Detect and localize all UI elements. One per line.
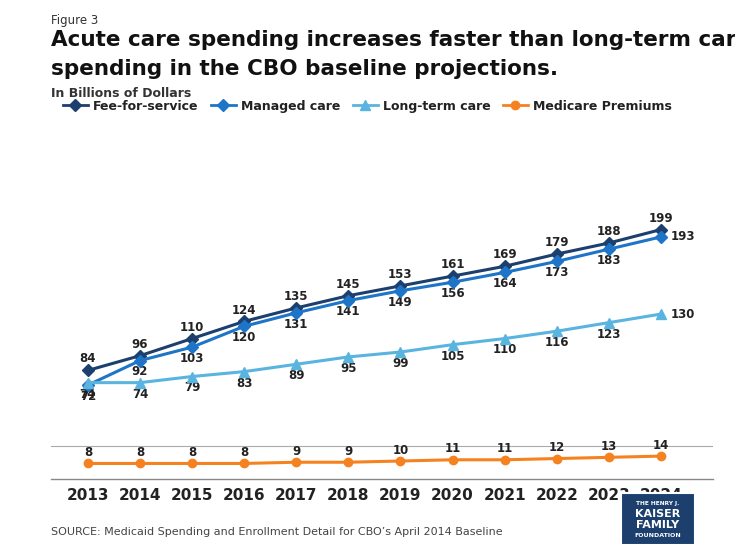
Text: 10: 10 — [392, 444, 409, 457]
Text: 193: 193 — [670, 230, 695, 244]
Text: 124: 124 — [232, 304, 257, 316]
Text: 74: 74 — [79, 387, 96, 401]
Text: 92: 92 — [132, 365, 148, 379]
Text: 161: 161 — [440, 258, 465, 271]
Text: 179: 179 — [545, 236, 569, 249]
Text: spending in the CBO baseline projections.: spending in the CBO baseline projections… — [51, 59, 559, 79]
Text: 84: 84 — [79, 353, 96, 365]
Text: 9: 9 — [292, 445, 301, 458]
Legend: Fee-for-service, Managed care, Long-term care, Medicare Premiums: Fee-for-service, Managed care, Long-term… — [58, 95, 677, 118]
Text: 83: 83 — [236, 376, 252, 390]
Text: 8: 8 — [84, 446, 92, 459]
Text: Acute care spending increases faster than long-term care: Acute care spending increases faster tha… — [51, 30, 735, 50]
Text: 8: 8 — [240, 446, 248, 459]
Text: 156: 156 — [440, 287, 465, 300]
Text: 14: 14 — [653, 439, 669, 452]
Text: 79: 79 — [184, 381, 200, 395]
Text: 13: 13 — [600, 440, 617, 453]
Text: 135: 135 — [284, 290, 309, 303]
Text: FAMILY: FAMILY — [637, 520, 679, 530]
Text: 164: 164 — [492, 277, 517, 290]
Text: 8: 8 — [188, 446, 196, 459]
Text: In Billions of Dollars: In Billions of Dollars — [51, 87, 192, 100]
Text: 96: 96 — [132, 338, 148, 351]
Text: 131: 131 — [284, 318, 309, 331]
Text: 99: 99 — [392, 357, 409, 370]
Text: 145: 145 — [336, 278, 361, 291]
Text: 199: 199 — [648, 212, 673, 225]
Text: 169: 169 — [492, 249, 517, 261]
Text: THE HENRY J.: THE HENRY J. — [636, 501, 680, 506]
Text: 141: 141 — [336, 305, 361, 318]
Text: 153: 153 — [388, 268, 412, 281]
Text: 149: 149 — [388, 296, 413, 309]
Text: KAISER: KAISER — [635, 509, 681, 519]
Text: 130: 130 — [670, 307, 695, 321]
Text: 95: 95 — [340, 362, 356, 375]
Text: 105: 105 — [440, 349, 465, 363]
Text: 9: 9 — [344, 445, 353, 458]
Text: 11: 11 — [445, 442, 461, 456]
Text: 110: 110 — [180, 321, 204, 334]
Text: 74: 74 — [132, 387, 148, 401]
Text: 110: 110 — [492, 343, 517, 356]
FancyBboxPatch shape — [621, 493, 695, 545]
Text: FOUNDATION: FOUNDATION — [634, 532, 681, 538]
Text: 123: 123 — [597, 327, 621, 341]
Text: 103: 103 — [180, 352, 204, 365]
Text: 120: 120 — [232, 331, 257, 344]
Text: 12: 12 — [548, 441, 564, 454]
Text: SOURCE: Medicaid Spending and Enrollment Detail for CBO’s April 2014 Baseline: SOURCE: Medicaid Spending and Enrollment… — [51, 527, 503, 537]
Text: 188: 188 — [597, 225, 621, 238]
Text: 173: 173 — [545, 266, 569, 279]
Text: 72: 72 — [80, 390, 96, 403]
Text: Figure 3: Figure 3 — [51, 14, 98, 27]
Text: 116: 116 — [545, 336, 569, 349]
Text: 11: 11 — [496, 442, 513, 456]
Text: 183: 183 — [597, 254, 621, 267]
Text: 8: 8 — [136, 446, 144, 459]
Text: 89: 89 — [288, 369, 304, 382]
